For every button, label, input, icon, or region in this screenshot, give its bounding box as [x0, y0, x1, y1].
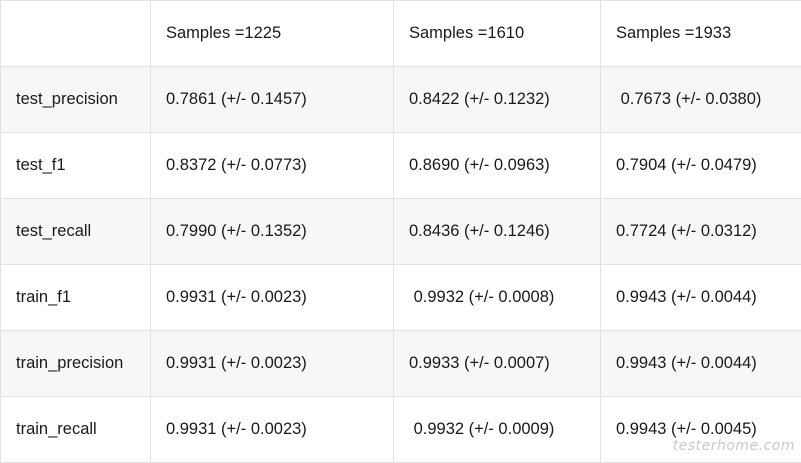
table-cell: 0.9932 (+/- 0.0009)	[394, 397, 601, 463]
table-cell: 0.9943 (+/- 0.0044)	[601, 331, 801, 397]
table-cell: 0.7861 (+/- 0.1457)	[151, 67, 394, 133]
table-cell: 0.9931 (+/- 0.0023)	[151, 265, 394, 331]
table-cell: 0.8372 (+/- 0.0773)	[151, 133, 394, 199]
table-cell: 0.9943 (+/- 0.0044)	[601, 265, 801, 331]
table-row: test_precision 0.7861 (+/- 0.1457) 0.842…	[1, 67, 801, 133]
header-samples-1225: Samples =1225	[151, 1, 394, 67]
header-corner-cell	[1, 1, 151, 67]
metric-label: test_precision	[1, 67, 151, 133]
table-cell: 0.9931 (+/- 0.0023)	[151, 331, 394, 397]
table-cell: 0.7673 (+/- 0.0380)	[601, 67, 801, 133]
table-row: test_f1 0.8372 (+/- 0.0773) 0.8690 (+/- …	[1, 133, 801, 199]
metric-label: test_f1	[1, 133, 151, 199]
table-cell: 0.9931 (+/- 0.0023)	[151, 397, 394, 463]
metric-label: train_f1	[1, 265, 151, 331]
metric-label: train_precision	[1, 331, 151, 397]
metric-label: train_recall	[1, 397, 151, 463]
table-row: train_precision 0.9931 (+/- 0.0023) 0.99…	[1, 331, 801, 397]
table-row: train_f1 0.9931 (+/- 0.0023) 0.9932 (+/-…	[1, 265, 801, 331]
header-row: Samples =1225 Samples =1610 Samples =193…	[1, 1, 801, 67]
table-cell: 0.7904 (+/- 0.0479)	[601, 133, 801, 199]
watermark: testerhome.com	[673, 438, 795, 454]
table-row: test_recall 0.7990 (+/- 0.1352) 0.8436 (…	[1, 199, 801, 265]
table-cell: 0.9933 (+/- 0.0007)	[394, 331, 601, 397]
metric-label: test_recall	[1, 199, 151, 265]
table-cell: 0.8422 (+/- 0.1232)	[394, 67, 601, 133]
table-cell: 0.7990 (+/- 0.1352)	[151, 199, 394, 265]
table-cell: 0.7724 (+/- 0.0312)	[601, 199, 801, 265]
table-cell: 0.8690 (+/- 0.0963)	[394, 133, 601, 199]
header-samples-1610: Samples =1610	[394, 1, 601, 67]
table-cell: 0.9932 (+/- 0.0008)	[394, 265, 601, 331]
header-samples-1933: Samples =1933	[601, 1, 801, 67]
table-cell: 0.8436 (+/- 0.1246)	[394, 199, 601, 265]
